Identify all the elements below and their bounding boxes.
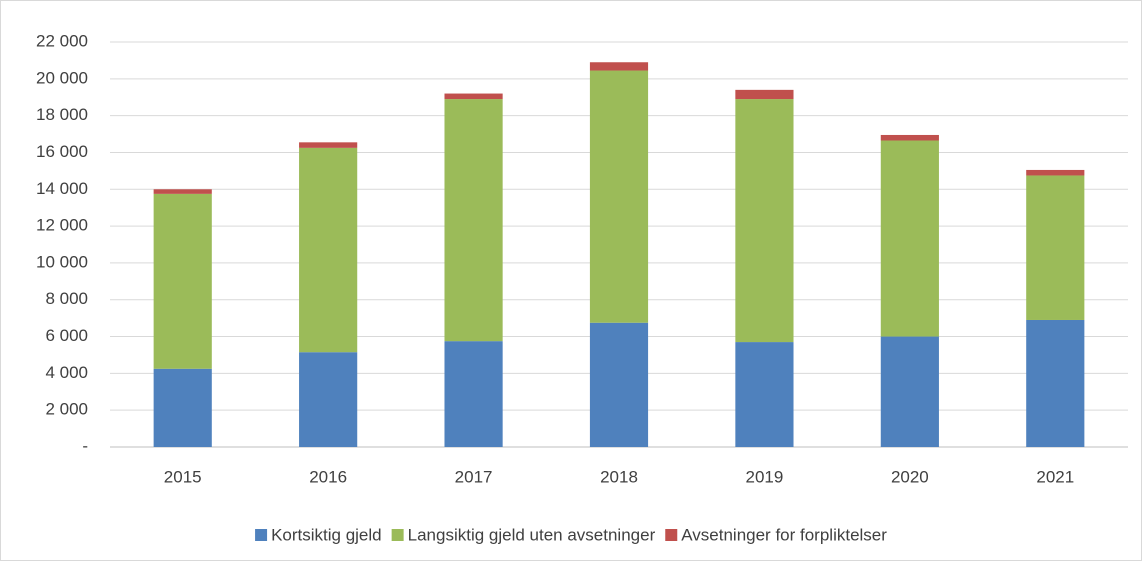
bar-segment [153,193,212,369]
bar-segment [444,341,503,447]
y-tick-label: 22 000 [36,31,88,50]
bar-segment [1026,175,1085,320]
y-tick-label: - [82,436,88,455]
bar-segment [589,322,649,447]
y-tick-label: 8 000 [45,289,88,308]
legend-label: Langsiktig gjeld uten avsetninger [408,525,656,544]
y-tick-label: 16 000 [36,142,88,161]
y-tick-label: 12 000 [36,216,88,235]
x-tick-label: 2016 [309,467,347,486]
y-tick-label: 6 000 [45,326,88,345]
bar-segment [299,142,358,148]
y-tick-label: 4 000 [45,363,88,382]
x-tick-label: 2018 [600,467,638,486]
bar-segment [735,89,794,100]
x-tick-label: 2020 [891,467,929,486]
y-tick-label: 14 000 [36,179,88,198]
legend-swatch [391,529,404,541]
bar-segment [299,352,358,447]
bar-segment [444,99,503,342]
bar-segment [444,93,503,100]
bar-segment [735,342,794,447]
legend-label: Kortsiktig gjeld [271,525,382,544]
bar-segment [880,134,939,141]
y-tick-label: 18 000 [36,105,88,124]
bar-segment [299,147,358,353]
bar-segment [589,70,649,323]
bar-segment [1026,319,1085,447]
x-tick-label: 2019 [746,467,784,486]
x-tick-label: 2017 [455,467,493,486]
bar-segment [735,99,794,343]
x-tick-label: 2021 [1036,467,1074,486]
y-tick-label: 20 000 [36,68,88,87]
legend-swatch [255,529,268,541]
legend-label: Avsetninger for forpliktelser [681,525,887,544]
bar-segment [880,140,939,337]
bar-segment [880,336,939,447]
legend-swatch [665,529,678,541]
bar-segment [153,368,212,447]
x-tick-label: 2015 [164,467,202,486]
y-tick-label: 2 000 [45,400,88,419]
bar-segment [1026,169,1085,176]
y-tick-label: 10 000 [36,252,88,271]
bar-segment [589,62,649,71]
bar-segment [153,189,212,194]
